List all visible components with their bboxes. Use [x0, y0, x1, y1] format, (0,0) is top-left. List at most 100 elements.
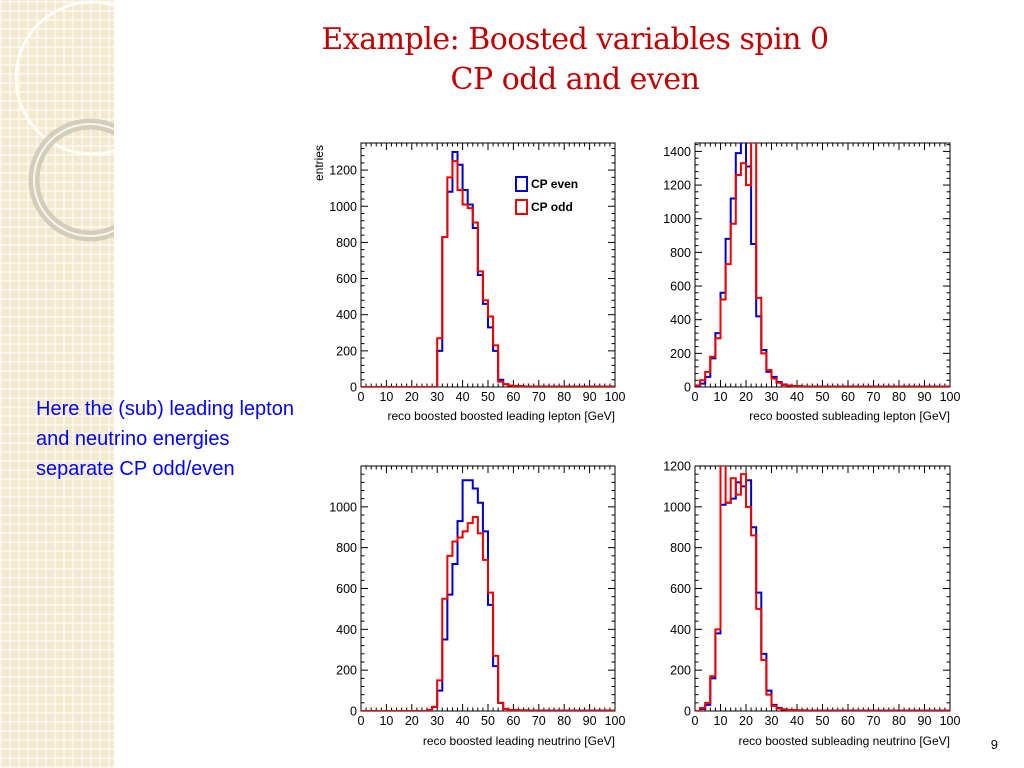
y-tick-label: 600: [336, 272, 357, 286]
x-tick-label: 0: [692, 714, 699, 728]
x-tick-label: 20: [739, 714, 753, 728]
x-tick-label: 100: [605, 390, 626, 404]
x-tick-label: 10: [714, 714, 728, 728]
x-tick-label: 0: [358, 714, 365, 728]
x-axis-label: reco boosted subleading lepton [GeV]: [749, 409, 950, 423]
decorative-circles: [14, 0, 114, 242]
y-tick-label: 400: [670, 313, 691, 327]
y-tick-label: 0: [350, 705, 357, 719]
y-tick-label: 1000: [663, 212, 691, 226]
y-tick-label: 800: [670, 246, 691, 260]
y-tick-label: 0: [684, 705, 691, 719]
x-tick-label: 30: [765, 390, 779, 404]
x-tick-label: 80: [557, 390, 571, 404]
x-tick-label: 50: [481, 390, 495, 404]
legend-swatch: [515, 199, 528, 215]
x-tick-label: 40: [790, 714, 804, 728]
x-tick-label: 70: [532, 390, 546, 404]
x-tick-label: 90: [918, 714, 932, 728]
histogram-panel-bottom-right: 0 10 20 30 40 50 60 70 80 90 100020040060080010001…: [663, 460, 961, 749]
body-text: Here the (sub) leading lepton and neutri…: [36, 398, 294, 480]
x-tick-label: 100: [605, 714, 626, 728]
x-tick-label: 70: [532, 714, 546, 728]
plot-frame: [694, 465, 951, 712]
y-tick-label: 800: [336, 236, 357, 250]
plot-frame: [360, 142, 616, 388]
x-tick-label: 100: [940, 390, 961, 404]
x-axis-label: reco boosted subleading neutrino [GeV]: [739, 734, 950, 748]
x-tick-label: 80: [892, 390, 906, 404]
y-tick-label: 600: [336, 582, 357, 596]
x-tick-label: 0: [358, 390, 365, 404]
x-tick-label: 80: [557, 714, 571, 728]
series-line-cp-odd: [361, 516, 615, 711]
legend-swatch: [515, 176, 528, 192]
y-tick-label: 400: [336, 623, 357, 637]
x-tick-label: 30: [430, 390, 444, 404]
x-tick-label: 50: [816, 714, 830, 728]
y-tick-label: 1000: [329, 500, 357, 514]
y-axis-label: entries: [312, 145, 326, 181]
x-tick-label: 50: [481, 714, 495, 728]
y-tick-label: 1200: [663, 179, 691, 193]
x-tick-label: 20: [405, 390, 419, 404]
slide-title: Example: Boosted variables spin 0 CP odd…: [130, 20, 1020, 100]
plot-frame: [694, 142, 951, 388]
y-tick-label: 600: [670, 582, 691, 596]
histogram-panel-top-left: 0 10 20 30 40 50 60 70 80 90 100020040060080010001…: [312, 142, 626, 423]
decorative-sidebar: [0, 0, 114, 768]
x-tick-label: 40: [456, 714, 470, 728]
title-line-1: Example: Boosted variables spin 0: [321, 22, 829, 57]
y-tick-label: 0: [684, 381, 691, 395]
x-tick-label: 90: [918, 390, 932, 404]
y-tick-label: 1400: [663, 145, 691, 159]
x-tick-label: 50: [816, 390, 830, 404]
y-tick-label: 200: [336, 344, 357, 358]
y-tick-label: 1200: [329, 164, 357, 178]
x-tick-label: 10: [379, 390, 393, 404]
x-tick-label: 20: [405, 714, 419, 728]
x-tick-label: 80: [892, 714, 906, 728]
y-tick-label: 600: [670, 280, 691, 294]
x-tick-label: 90: [583, 390, 597, 404]
x-tick-label: 60: [506, 390, 520, 404]
series-line-cp-odd: [695, 143, 950, 387]
x-tick-label: 0: [692, 390, 699, 404]
page-number: 9: [990, 737, 998, 752]
y-tick-label: 200: [670, 347, 691, 361]
x-tick-label: 30: [765, 714, 779, 728]
y-tick-label: 400: [336, 308, 357, 322]
series-line-cp-odd: [361, 160, 615, 387]
x-axis-label: reco boosted boosted leading lepton [GeV…: [388, 409, 616, 423]
x-tick-label: 100: [940, 714, 961, 728]
x-tick-label: 60: [841, 714, 855, 728]
y-tick-label: 200: [670, 664, 691, 678]
x-tick-label: 90: [583, 714, 597, 728]
x-tick-label: 70: [867, 390, 881, 404]
histogram-panel-top-right: 0 10 20 30 40 50 60 70 80 90 100020040060080010001…: [663, 142, 961, 423]
y-tick-label: 800: [336, 541, 357, 555]
x-tick-label: 40: [456, 390, 470, 404]
x-tick-label: 60: [506, 714, 520, 728]
y-tick-label: 1200: [663, 460, 691, 474]
y-tick-label: 800: [670, 541, 691, 555]
y-tick-label: 1000: [663, 500, 691, 514]
x-tick-label: 10: [379, 714, 393, 728]
x-tick-label: 30: [430, 714, 444, 728]
histogram-panel-bottom-left: 0 10 20 30 40 50 60 70 80 90 10002004006008001000r…: [329, 465, 626, 748]
x-tick-label: 10: [714, 390, 728, 404]
x-tick-label: 20: [739, 390, 753, 404]
x-tick-label: 70: [867, 714, 881, 728]
legend-label: CP even: [531, 177, 578, 191]
y-tick-label: 1000: [329, 200, 357, 214]
title-line-2: CP odd and even: [450, 62, 700, 97]
y-tick-label: 200: [336, 664, 357, 678]
x-tick-label: 60: [841, 390, 855, 404]
y-tick-label: 400: [670, 623, 691, 637]
x-tick-label: 40: [790, 390, 804, 404]
legend-label: CP odd: [531, 200, 573, 214]
x-axis-label: reco boosted leading neutrino [GeV]: [423, 734, 615, 748]
series-line-cp-odd: [695, 466, 950, 711]
y-tick-label: 0: [350, 381, 357, 395]
